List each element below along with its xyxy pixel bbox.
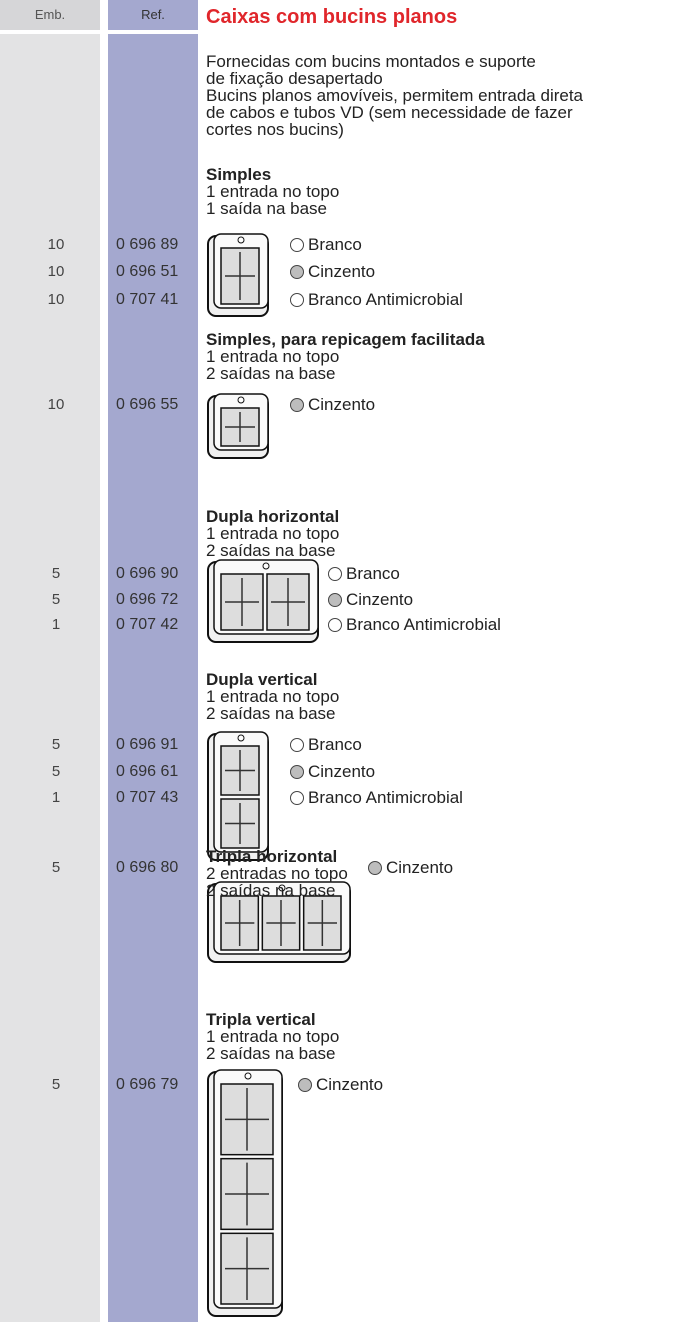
ref-value: 0 696 80 — [116, 859, 179, 876]
box-detail — [225, 1088, 269, 1151]
section-heading: Tripla horizontal — [206, 847, 338, 866]
option-label: Cinzento — [308, 762, 376, 781]
ref-value: 0 696 91 — [116, 736, 179, 753]
ref-value: 0 696 51 — [116, 263, 179, 280]
box-screw — [237, 236, 245, 244]
section-line: 1 entrada no topo — [206, 687, 340, 706]
section-heading: Simples, para repicagem facilitada — [206, 330, 485, 349]
color-swatch — [290, 398, 304, 412]
ref-value: 0 696 55 — [116, 396, 179, 413]
color-swatch — [290, 791, 304, 805]
ref-column — [108, 0, 198, 1322]
section-heading: Dupla horizontal — [206, 507, 340, 526]
box-detail — [225, 1162, 269, 1226]
color-swatch — [328, 618, 342, 632]
section-line: 2 saídas na base — [206, 881, 336, 900]
box-screw — [278, 884, 286, 892]
section-heading: Dupla vertical — [206, 670, 318, 689]
box-detail — [225, 252, 255, 300]
ref-value: 0 707 43 — [116, 789, 179, 806]
option-label: Branco Antimicrobial — [346, 615, 501, 634]
emb-value: 1 — [51, 616, 61, 633]
emb-value: 5 — [51, 1076, 61, 1093]
emb-header-bg — [0, 0, 100, 30]
box-detail — [266, 900, 296, 946]
box-detail — [225, 900, 255, 946]
box-detail — [225, 412, 255, 442]
emb-header: Emb. — [34, 7, 66, 22]
color-swatch — [328, 593, 342, 607]
box-detail — [271, 578, 305, 626]
emb-value: 5 — [51, 763, 61, 780]
option-label: Cinzento — [308, 262, 376, 281]
section-line: 1 entrada no topo — [206, 182, 340, 201]
section-line: 1 entrada no topo — [206, 1027, 340, 1046]
section-line: 2 entradas no topo — [206, 864, 348, 883]
intro-line: de cabos e tubos VD (sem necessidade de … — [206, 103, 573, 122]
divider — [0, 30, 198, 34]
ref-value: 0 696 61 — [116, 763, 179, 780]
intro-line: cortes nos bucins) — [206, 120, 344, 139]
intro-line: Bucins planos amovíveis, permitem entrad… — [206, 86, 584, 105]
option-label: Cinzento — [316, 1075, 384, 1094]
box-screw — [237, 396, 245, 404]
ref-header: Ref. — [141, 7, 165, 22]
box-detail — [307, 900, 337, 946]
intro-line: de fixação desapertado — [206, 69, 383, 88]
color-swatch — [290, 765, 304, 779]
emb-value: 10 — [47, 236, 65, 253]
emb-value: 5 — [51, 591, 61, 608]
ref-value: 0 696 90 — [116, 565, 179, 582]
section-line: 1 entrada no topo — [206, 347, 340, 366]
color-swatch — [290, 238, 304, 252]
option-label: Cinzento — [308, 395, 376, 414]
option-label: Branco — [308, 735, 362, 754]
ref-value: 0 707 41 — [116, 291, 179, 308]
box-detail — [225, 578, 259, 626]
section-line: 2 saídas na base — [206, 1044, 336, 1063]
option-label: Branco Antimicrobial — [308, 788, 463, 807]
emb-value: 5 — [51, 565, 61, 582]
ref-value: 0 707 42 — [116, 616, 179, 633]
option-label: Branco — [346, 564, 400, 583]
ref-value: 0 696 72 — [116, 591, 179, 608]
emb-value: 10 — [47, 263, 65, 280]
emb-value: 5 — [51, 736, 61, 753]
emb-value: 5 — [51, 859, 61, 876]
section-heading: Simples — [206, 165, 272, 184]
option-label: Branco Antimicrobial — [308, 290, 463, 309]
emb-value: 10 — [47, 291, 65, 308]
box-screw — [244, 1072, 252, 1080]
box-detail — [225, 803, 255, 844]
section-line: 2 saídas na base — [206, 704, 336, 723]
emb-value: 1 — [51, 789, 61, 806]
color-swatch — [328, 567, 342, 581]
box-detail — [225, 750, 255, 791]
section-line: 1 saída na base — [206, 199, 327, 218]
box-screw — [262, 562, 270, 570]
emb-value: 10 — [47, 396, 65, 413]
title: Caixas com bucins planos — [206, 6, 458, 28]
color-swatch — [290, 293, 304, 307]
ref-value: 0 696 89 — [116, 236, 179, 253]
option-label: Branco — [308, 235, 362, 254]
option-label: Cinzento — [386, 858, 454, 877]
section-heading: Tripla vertical — [206, 1010, 316, 1029]
box-screw — [237, 734, 245, 742]
color-swatch — [298, 1078, 312, 1092]
option-label: Cinzento — [346, 590, 414, 609]
section-line: 2 saídas na base — [206, 364, 336, 383]
ref-value: 0 696 79 — [116, 1076, 179, 1093]
intro-line: Fornecidas com bucins montados e suporte — [206, 52, 536, 71]
section-line: 1 entrada no topo — [206, 524, 340, 543]
section-line: 2 saídas na base — [206, 541, 336, 560]
color-swatch — [368, 861, 382, 875]
color-swatch — [290, 738, 304, 752]
box-detail — [225, 1237, 269, 1300]
emb-column — [0, 0, 100, 1322]
color-swatch — [290, 265, 304, 279]
